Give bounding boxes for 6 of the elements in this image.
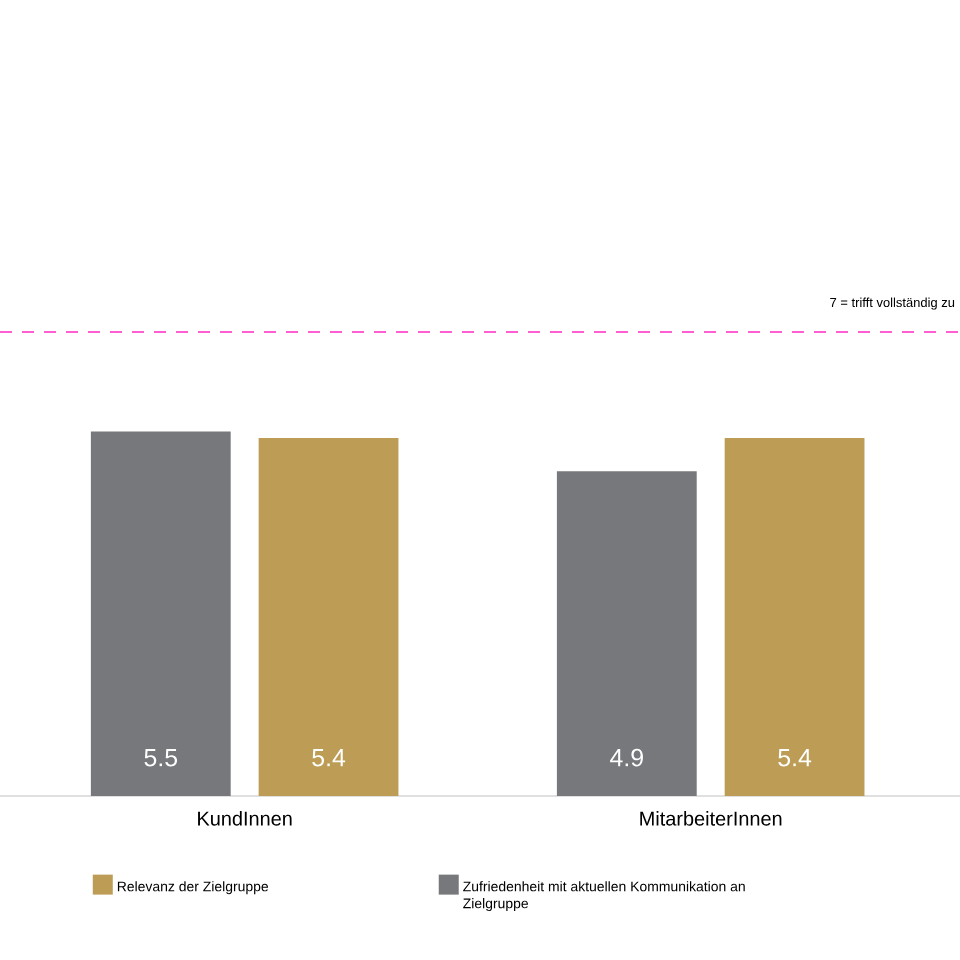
x-tick-label: MitarbeiterInnen xyxy=(640,811,782,826)
data-label: 5.4 xyxy=(778,749,812,767)
data-label: 5.5 xyxy=(144,749,178,767)
data-label: 5.4 xyxy=(312,749,346,767)
data-label: 4.9 xyxy=(610,748,643,767)
x-tick-label: KundInnen xyxy=(198,811,292,826)
